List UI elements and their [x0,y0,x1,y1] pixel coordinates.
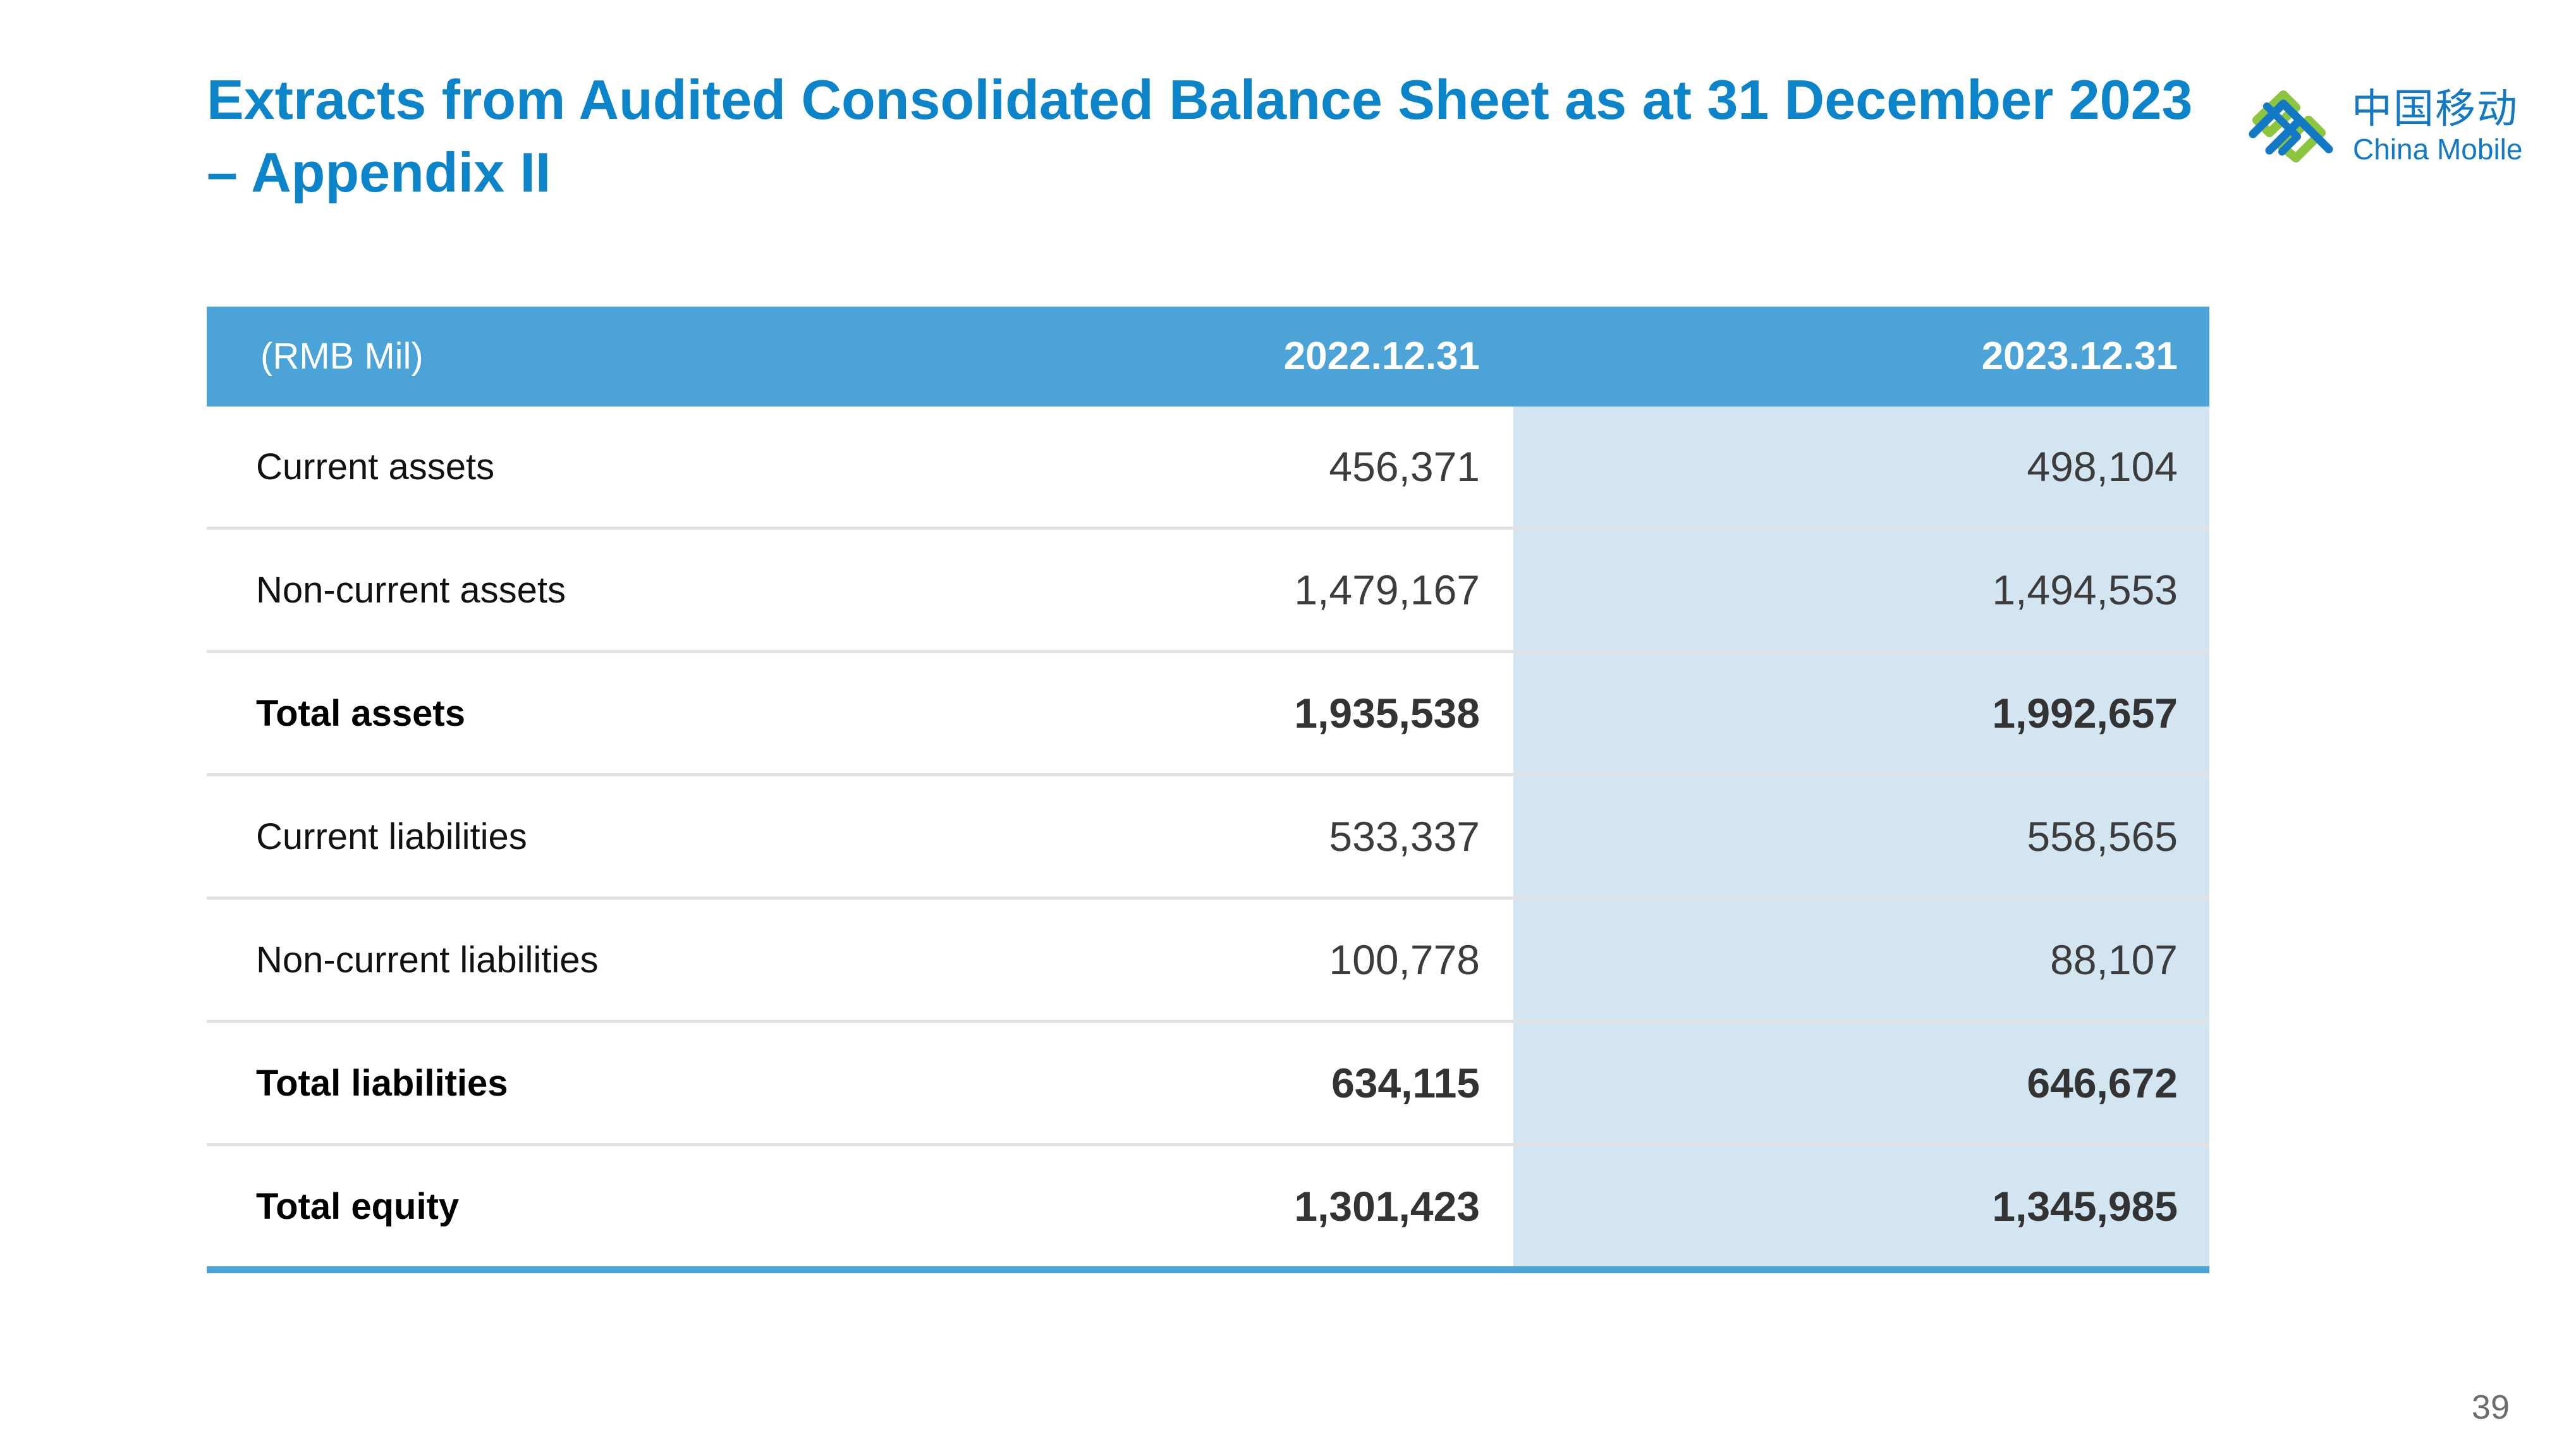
row-label: Total liabilities [256,1062,508,1104]
table-row: Total equity 1,301,423 1,345,985 [207,1143,2209,1266]
table-row: Non-current assets 1,479,167 1,494,553 [207,527,2209,650]
title-line-1: Extracts from Audited Consolidated Balan… [207,68,2193,131]
value-2022: 1,301,423 [1294,1183,1480,1230]
row-label-total-assets: Total assets 1,935,538 [207,653,1513,773]
row-label-total-liabilities: Total liabilities 634,115 [207,1023,1513,1143]
table-header: (RMB Mil) 2022.12.31 2023.12.31 [207,307,2209,407]
slide-title: Extracts from Audited Consolidated Balan… [207,63,2230,209]
table-row: Current liabilities 533,337 558,565 [207,773,2209,896]
row-label-total-equity: Total equity 1,301,423 [207,1146,1513,1266]
row-label: Total assets [256,692,465,734]
value-2023: 88,107 [1513,900,2209,1020]
value-2023: 1,992,657 [1513,653,2209,773]
china-mobile-logo: 中国移动 China Mobile [2244,81,2522,176]
value-2023: 1,345,985 [1513,1146,2209,1266]
row-label: Current liabilities [256,816,527,857]
value-2023: 498,104 [1513,407,2209,527]
row-label: Non-current liabilities [256,939,599,981]
row-label: Current assets [256,446,495,487]
value-2022: 100,778 [1329,936,1480,983]
row-label: Total equity [256,1185,460,1227]
value-2022: 456,371 [1329,443,1480,490]
balance-sheet-table: (RMB Mil) 2022.12.31 2023.12.31 Current … [207,307,2209,1273]
value-2023: 1,494,553 [1513,530,2209,650]
china-mobile-logo-icon [2249,90,2333,162]
page-number: 39 [2471,1388,2510,1426]
row-label-current-assets: Current assets 456,371 [207,407,1513,527]
title-line-2: – Appendix II [207,141,551,204]
value-2022: 634,115 [1331,1060,1480,1106]
unit-label: (RMB Mil) [260,336,424,377]
header-2023: 2023.12.31 [1981,334,2178,378]
value-2022: 1,479,167 [1294,566,1480,613]
header-2022: 2022.12.31 [1283,334,1480,378]
row-label-current-liabilities: Current liabilities 533,337 [207,776,1513,896]
table-row: Non-current liabilities 100,778 88,107 [207,896,2209,1020]
table-row: Current assets 456,371 498,104 [207,407,2209,527]
logo-chinese-text: 中国移动 [2352,86,2518,133]
logo-english-text: China Mobile [2353,133,2523,166]
table-bottom-rule [207,1266,2209,1273]
table-row: Total assets 1,935,538 1,992,657 [207,650,2209,773]
table-row: Total liabilities 634,115 646,672 [207,1020,2209,1143]
value-2023: 646,672 [1513,1023,2209,1143]
row-label-non-current-liabilities: Non-current liabilities 100,778 [207,900,1513,1020]
row-label: Non-current assets [256,569,566,611]
value-2022: 533,337 [1329,813,1480,860]
value-2022: 1,935,538 [1294,690,1480,737]
value-2023: 558,565 [1513,776,2209,896]
row-label-non-current-assets: Non-current assets 1,479,167 [207,530,1513,650]
header-left: (RMB Mil) 2022.12.31 [207,307,1513,407]
